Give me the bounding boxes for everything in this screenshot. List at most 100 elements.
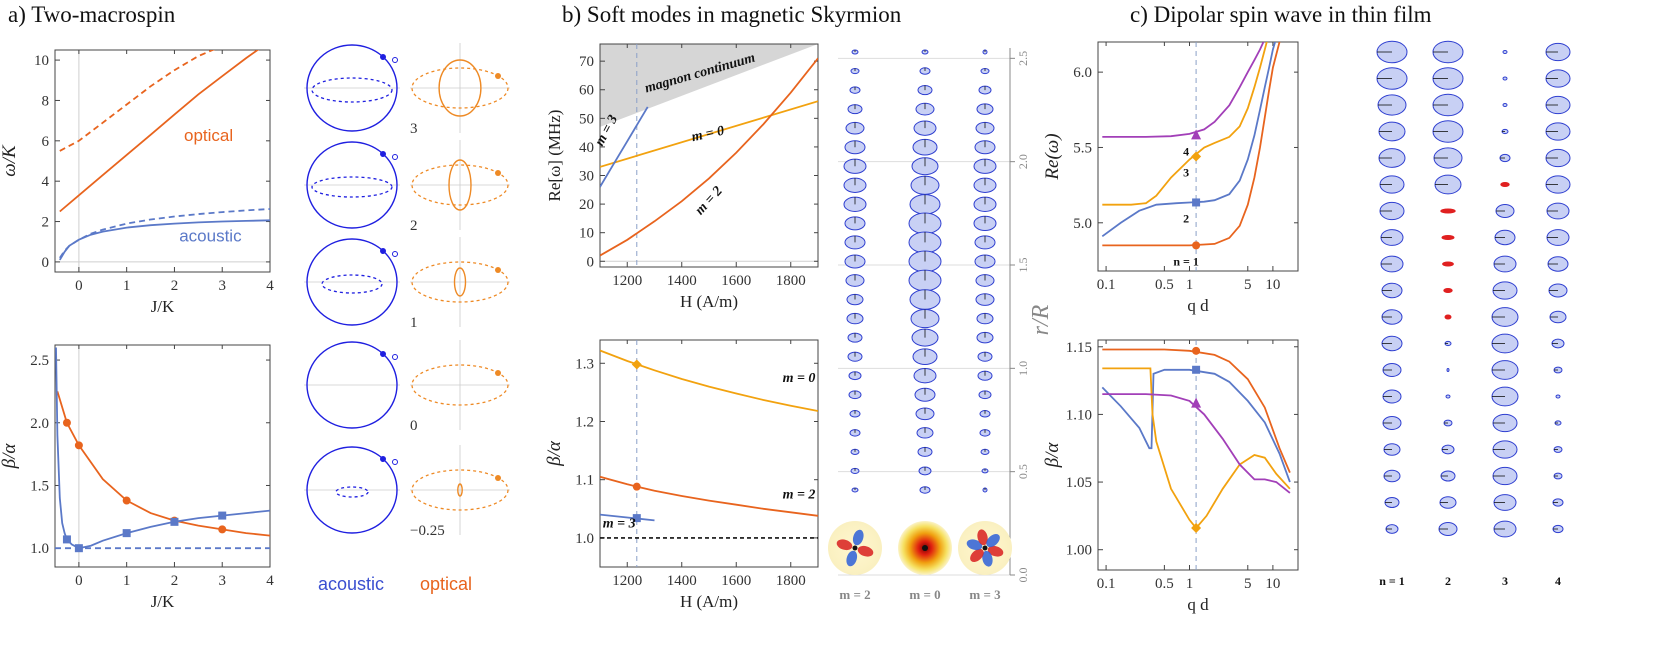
x-tick-label: 1800 [776,573,806,589]
profile-column-label: m = 3 [969,587,1001,602]
marker-square [74,544,83,553]
acoustic-spin-dot [380,351,386,357]
skyrmion-lobe [857,545,874,557]
series-n-2 [1101,42,1277,238]
y-axis-label: β/α [544,440,565,467]
acoustic-spin-hollow [392,354,398,360]
y-tick-label: 10 [579,226,594,242]
y-tick-label: 5.0 [1073,216,1092,232]
y-tick-label: 1.0 [30,541,49,557]
x-tick-label: 4 [266,573,274,589]
mode-ellipse-reversed [1441,235,1455,240]
marker-triangle [1191,129,1202,140]
series-m-3 [600,513,655,522]
y-axis-label: Re(ω) [1042,133,1063,180]
skyrmion-lobe [970,548,984,563]
y-tick-label: 1.0 [575,531,594,547]
mode-ellipse [1446,368,1450,372]
marker-label: 3 [1183,166,1189,180]
profile-tick-label: 2.0 [1016,154,1030,169]
y-tick-label: 70 [579,54,594,70]
x-tick-label: 1 [123,278,131,294]
series-optical [56,391,270,537]
marker-square [218,511,227,520]
orbit-j-label: 2 [410,218,418,234]
annotation-m-2: m = 2 [783,487,816,502]
legend-acoustic: acoustic [318,574,384,594]
chart-c-beta: 0.1 0.5 1 5 10 1.00 1.05 1.10 1.15 q d β/α [1042,339,1299,614]
marker-square [632,514,641,523]
mode-ellipse [1502,103,1508,107]
acoustic-spin-dot [380,248,386,254]
skyrmion-mode-profiles: 0.0 0.5 1.0 1.5 2.0 2.5 r/R m = 2 m = 0 m = 3 [828,48,1054,602]
profile-column-label: n = 1 [1379,574,1405,588]
y-axis-label: β/α [1042,442,1063,469]
y-axis-label: β/α [0,443,20,470]
x-tick-label: 4 [266,278,274,294]
series-m-3 [600,106,649,188]
marker-square [170,517,179,526]
optical-outer-orbit [411,469,509,511]
x-tick-label: 3 [218,573,226,589]
marker-square [62,535,71,544]
acoustic-inner-orbit [311,176,393,198]
skyrmion-lobe [846,550,858,567]
orbit-diagrams: 3 2 1 0 −0.25 [304,43,510,539]
acoustic-outer-orbit [306,238,398,326]
y-tick-label: 1.00 [1066,543,1092,559]
magnon-continuum-region [600,44,818,127]
series-n-4 [1102,393,1291,494]
series-m-0 [600,100,818,168]
profile-column-label: m = 0 [909,587,940,602]
profile-column-label: 3 [1502,574,1508,588]
acoustic-spin-dot [380,151,386,157]
x-tick-label: 0.5 [1155,277,1174,293]
y-tick-label: 8 [42,93,50,109]
marker-label: 4 [1183,144,1189,158]
panel-b-title: b) Soft modes in magnetic Skyrmion [562,2,902,27]
series-m-2 [600,57,818,257]
optical-spin-dot [495,370,501,376]
orbit-j-label: 0 [410,418,418,434]
thin-film-mode-profiles: n = 1 2 3 4 [1376,40,1571,588]
x-tick-label: 0 [75,573,83,589]
optical-outer-orbit [411,67,509,109]
annotation-m-0: m = 0 [783,371,816,386]
series-acoustic-dashed [59,208,270,259]
y-tick-label: 5.5 [1073,140,1092,156]
acoustic-inner-orbit [321,274,383,294]
mode-ellipse-reversed [1500,182,1510,187]
series-n-2 [1101,368,1291,483]
mode-ellipse-reversed [1440,208,1456,214]
x-tick-label: 1600 [721,573,751,589]
series-n-4 [1102,42,1265,138]
y-tick-label: 40 [579,140,594,156]
x-tick-label: 1 [1186,576,1194,592]
y-axis-label: ω/K [0,144,20,177]
plot-frame [1097,339,1299,571]
acoustic-spin-dot [380,54,386,60]
skyrmion-lobe [852,529,864,546]
skyrmion-core-center [982,545,988,551]
annotation-m-3: m = 3 [603,516,636,531]
orbit-j-label: 1 [410,315,418,331]
profile-tick-label: 2.5 [1016,51,1030,66]
chart-b-omega: 1200 1400 1600 1800 0 10 20 30 40 50 60 70 H (A/m) Re… [545,43,819,311]
mode-ellipse [1502,76,1508,81]
optical-spin-dot [495,267,501,273]
x-tick-label: 1 [1186,277,1194,293]
y-tick-label: 6.0 [1073,65,1092,81]
acoustic-outer-orbit [306,141,398,229]
mode-ellipse [1445,394,1451,399]
series-optical-dashed [59,50,215,152]
skyrmion-lobe [966,539,983,551]
annotation-m-0: m = 0 [690,124,725,146]
profile-column-label: m = 2 [839,587,870,602]
y-tick-label: 1.5 [30,478,49,494]
panel-c-title: c) Dipolar spin wave in thin film [1130,2,1432,27]
y-tick-label: 6 [42,134,50,150]
x-tick-label: 1 [123,573,131,589]
x-axis-label: J/K [151,592,175,611]
chart-b-beta: 1200 1400 1600 1800 1.0 1.1 1.2 1.3 H (A/m) β/α m … [544,339,819,611]
orbit-j-label: −0.25 [410,523,445,539]
